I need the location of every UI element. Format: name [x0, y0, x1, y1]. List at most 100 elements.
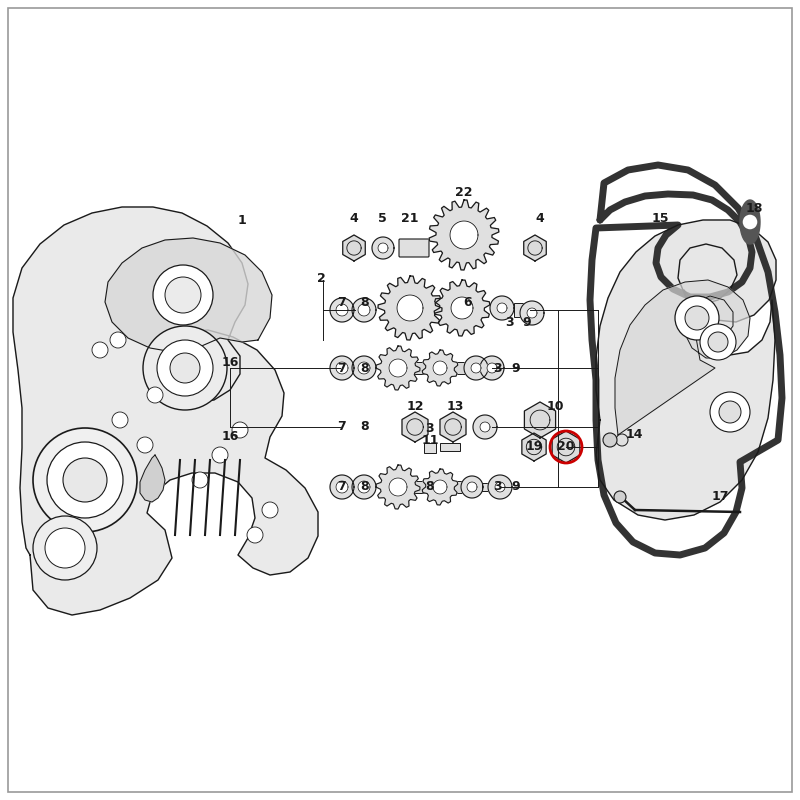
- Polygon shape: [352, 356, 376, 380]
- Polygon shape: [495, 482, 505, 492]
- Circle shape: [675, 296, 719, 340]
- Circle shape: [262, 502, 278, 518]
- Text: 7: 7: [338, 297, 346, 310]
- Circle shape: [616, 434, 628, 446]
- Text: 3: 3: [493, 481, 502, 494]
- Polygon shape: [497, 303, 507, 313]
- Circle shape: [45, 528, 85, 568]
- Text: 14: 14: [626, 427, 642, 441]
- Text: 4: 4: [536, 211, 544, 225]
- Circle shape: [700, 324, 736, 360]
- Text: 8: 8: [426, 481, 434, 494]
- Polygon shape: [422, 350, 458, 386]
- Polygon shape: [440, 412, 466, 442]
- Polygon shape: [378, 243, 388, 253]
- Polygon shape: [105, 238, 272, 352]
- Circle shape: [33, 516, 97, 580]
- Polygon shape: [13, 207, 318, 615]
- Polygon shape: [525, 402, 555, 438]
- Text: 9: 9: [512, 481, 520, 494]
- FancyBboxPatch shape: [388, 303, 468, 313]
- Circle shape: [192, 472, 208, 488]
- Polygon shape: [471, 363, 481, 373]
- Text: 16: 16: [222, 430, 238, 443]
- Polygon shape: [596, 220, 776, 520]
- Polygon shape: [552, 431, 580, 463]
- FancyBboxPatch shape: [412, 481, 467, 493]
- Polygon shape: [429, 200, 499, 270]
- Text: 19: 19: [526, 441, 542, 454]
- Polygon shape: [376, 465, 420, 509]
- Polygon shape: [342, 235, 366, 261]
- Circle shape: [742, 214, 758, 230]
- Polygon shape: [527, 308, 537, 318]
- Text: 7: 7: [338, 421, 346, 434]
- Polygon shape: [358, 362, 370, 374]
- Text: 20: 20: [558, 441, 574, 454]
- Polygon shape: [434, 280, 490, 336]
- Polygon shape: [330, 298, 354, 322]
- Text: 12: 12: [406, 401, 424, 414]
- Text: 15: 15: [651, 211, 669, 225]
- Circle shape: [685, 306, 709, 330]
- Text: 1: 1: [238, 214, 246, 227]
- Text: 7: 7: [338, 362, 346, 374]
- Polygon shape: [522, 433, 546, 461]
- Polygon shape: [336, 304, 348, 316]
- Circle shape: [147, 387, 163, 403]
- Polygon shape: [461, 476, 483, 498]
- Circle shape: [708, 332, 728, 352]
- Polygon shape: [358, 304, 370, 316]
- Polygon shape: [464, 356, 488, 380]
- Polygon shape: [397, 295, 423, 321]
- Polygon shape: [330, 475, 354, 499]
- Circle shape: [63, 458, 107, 502]
- Text: 17: 17: [711, 490, 729, 503]
- Text: 10: 10: [546, 401, 564, 414]
- Circle shape: [112, 412, 128, 428]
- Circle shape: [33, 428, 137, 532]
- Polygon shape: [480, 422, 490, 432]
- Circle shape: [165, 277, 201, 313]
- Polygon shape: [473, 415, 497, 439]
- Polygon shape: [376, 346, 420, 390]
- Polygon shape: [372, 237, 394, 259]
- Text: 16: 16: [222, 355, 238, 369]
- Polygon shape: [389, 478, 407, 496]
- Polygon shape: [451, 297, 473, 319]
- Text: 3: 3: [505, 315, 514, 329]
- Polygon shape: [524, 235, 546, 261]
- Polygon shape: [740, 200, 760, 244]
- Polygon shape: [480, 356, 504, 380]
- Polygon shape: [467, 482, 477, 492]
- Polygon shape: [336, 481, 348, 493]
- Circle shape: [614, 491, 626, 503]
- Circle shape: [212, 447, 228, 463]
- Circle shape: [110, 332, 126, 348]
- Text: 8: 8: [361, 421, 370, 434]
- Circle shape: [170, 353, 200, 383]
- Circle shape: [137, 437, 153, 453]
- Polygon shape: [422, 469, 458, 505]
- FancyBboxPatch shape: [482, 483, 492, 491]
- Circle shape: [47, 442, 123, 518]
- Text: 9: 9: [512, 362, 520, 374]
- Circle shape: [157, 340, 213, 396]
- Text: 13: 13: [446, 401, 464, 414]
- Polygon shape: [389, 359, 407, 377]
- Polygon shape: [358, 481, 370, 493]
- Text: 8: 8: [361, 362, 370, 374]
- Circle shape: [710, 392, 750, 432]
- Text: 21: 21: [402, 211, 418, 225]
- Text: 8: 8: [361, 481, 370, 494]
- Polygon shape: [378, 276, 442, 340]
- FancyBboxPatch shape: [424, 443, 436, 453]
- Text: 8: 8: [361, 297, 370, 310]
- Polygon shape: [615, 280, 750, 435]
- Circle shape: [153, 265, 213, 325]
- Text: 5: 5: [378, 211, 386, 225]
- Circle shape: [247, 527, 263, 543]
- Polygon shape: [520, 301, 544, 325]
- Polygon shape: [352, 475, 376, 499]
- Text: 9: 9: [522, 315, 531, 329]
